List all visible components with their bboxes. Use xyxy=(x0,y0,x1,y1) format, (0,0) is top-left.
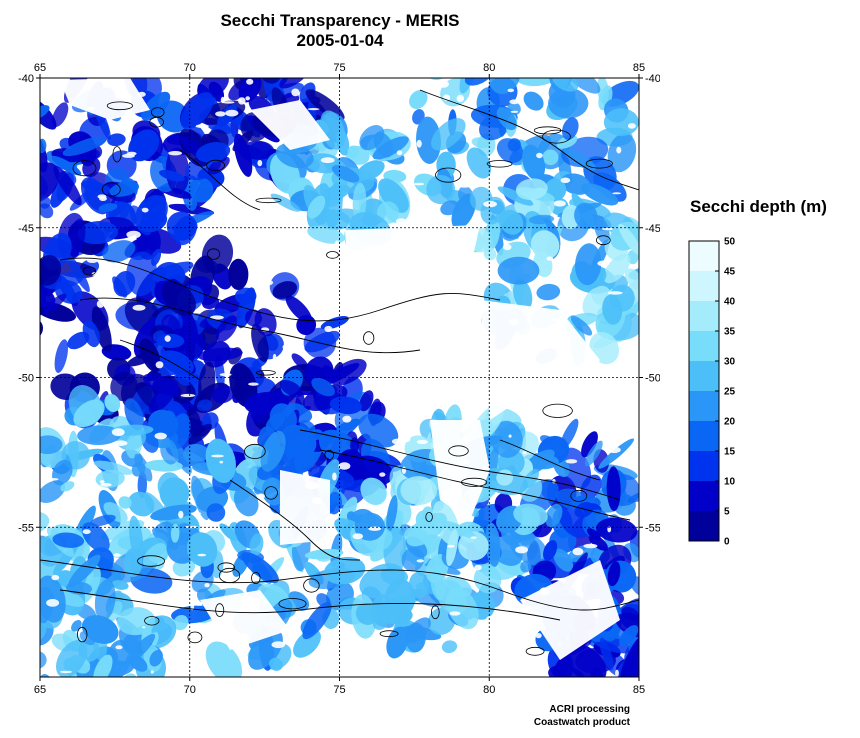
colorbar-tick-label: 20 xyxy=(724,417,736,428)
lat-tick-label-right: -55 xyxy=(645,522,660,534)
colorbar-tick-label: 45 xyxy=(724,267,736,278)
lat-tick-label-right: -45 xyxy=(645,223,660,235)
colorbar-tick-label: 15 xyxy=(724,447,736,458)
lon-tick-label-bottom: 80 xyxy=(483,684,495,696)
secchi-data-layer xyxy=(40,78,639,677)
colorbar-band xyxy=(689,451,719,481)
credit-product: Coastwatch product xyxy=(533,717,630,728)
colorbar-tick-label: 35 xyxy=(724,327,736,338)
lat-tick-label-left: -50 xyxy=(18,373,34,385)
lon-tick-label-top: 65 xyxy=(34,62,46,74)
colorbar-ticks: 0 5 10 15 20 25 30 35 40 45 50 xyxy=(715,237,736,548)
colorbar-frame xyxy=(688,240,720,542)
colorbar-tick-label: 10 xyxy=(724,477,736,488)
colorbar-tick-label: 40 xyxy=(724,297,736,308)
lon-tick-label-bottom: 75 xyxy=(333,684,345,696)
map-title: Secchi Transparency - MERIS xyxy=(220,11,460,30)
colorbar-tick-label: 50 xyxy=(724,237,736,248)
lat-tick-label-left: -45 xyxy=(18,223,34,235)
lat-tick-label-left: -55 xyxy=(18,522,34,534)
colorbar-tick-label: 30 xyxy=(724,357,736,368)
colorbar-band xyxy=(689,361,719,391)
colorbar-band xyxy=(689,241,719,271)
colorbar-tick-label: 0 xyxy=(724,537,730,548)
legend-title: Secchi depth (m) xyxy=(690,197,827,216)
colorbar-band xyxy=(689,511,719,541)
colorbar-band xyxy=(689,481,719,511)
lat-tick-label-right: -40 xyxy=(645,73,660,85)
credit-processing: ACRI processing xyxy=(549,704,630,715)
colorbar-bands xyxy=(689,241,719,541)
colorbar-band xyxy=(689,391,719,421)
bathymetry-contours xyxy=(40,89,639,656)
lon-tick-label-top: 70 xyxy=(184,62,196,74)
map-area[interactable] xyxy=(1,9,660,700)
colorbar-band xyxy=(689,301,719,331)
colorbar-band xyxy=(689,271,719,301)
colorbar-band xyxy=(689,421,719,451)
lon-tick-label-bottom: 85 xyxy=(633,684,645,696)
lon-tick-label-bottom: 70 xyxy=(184,684,196,696)
map-date: 2005-01-04 xyxy=(296,31,384,50)
lat-tick-label-right: -50 xyxy=(645,373,660,385)
colorbar-tick-label: 25 xyxy=(724,387,736,398)
lon-tick-label-bottom: 65 xyxy=(34,684,46,696)
colorbar-tick-label: 5 xyxy=(724,507,730,518)
colorbar-band xyxy=(689,331,719,361)
lon-tick-label-top: 75 xyxy=(333,62,345,74)
lon-tick-label-top: 85 xyxy=(633,62,645,74)
lon-tick-label-top: 80 xyxy=(483,62,495,74)
lat-tick-label-left: -40 xyxy=(18,73,34,85)
